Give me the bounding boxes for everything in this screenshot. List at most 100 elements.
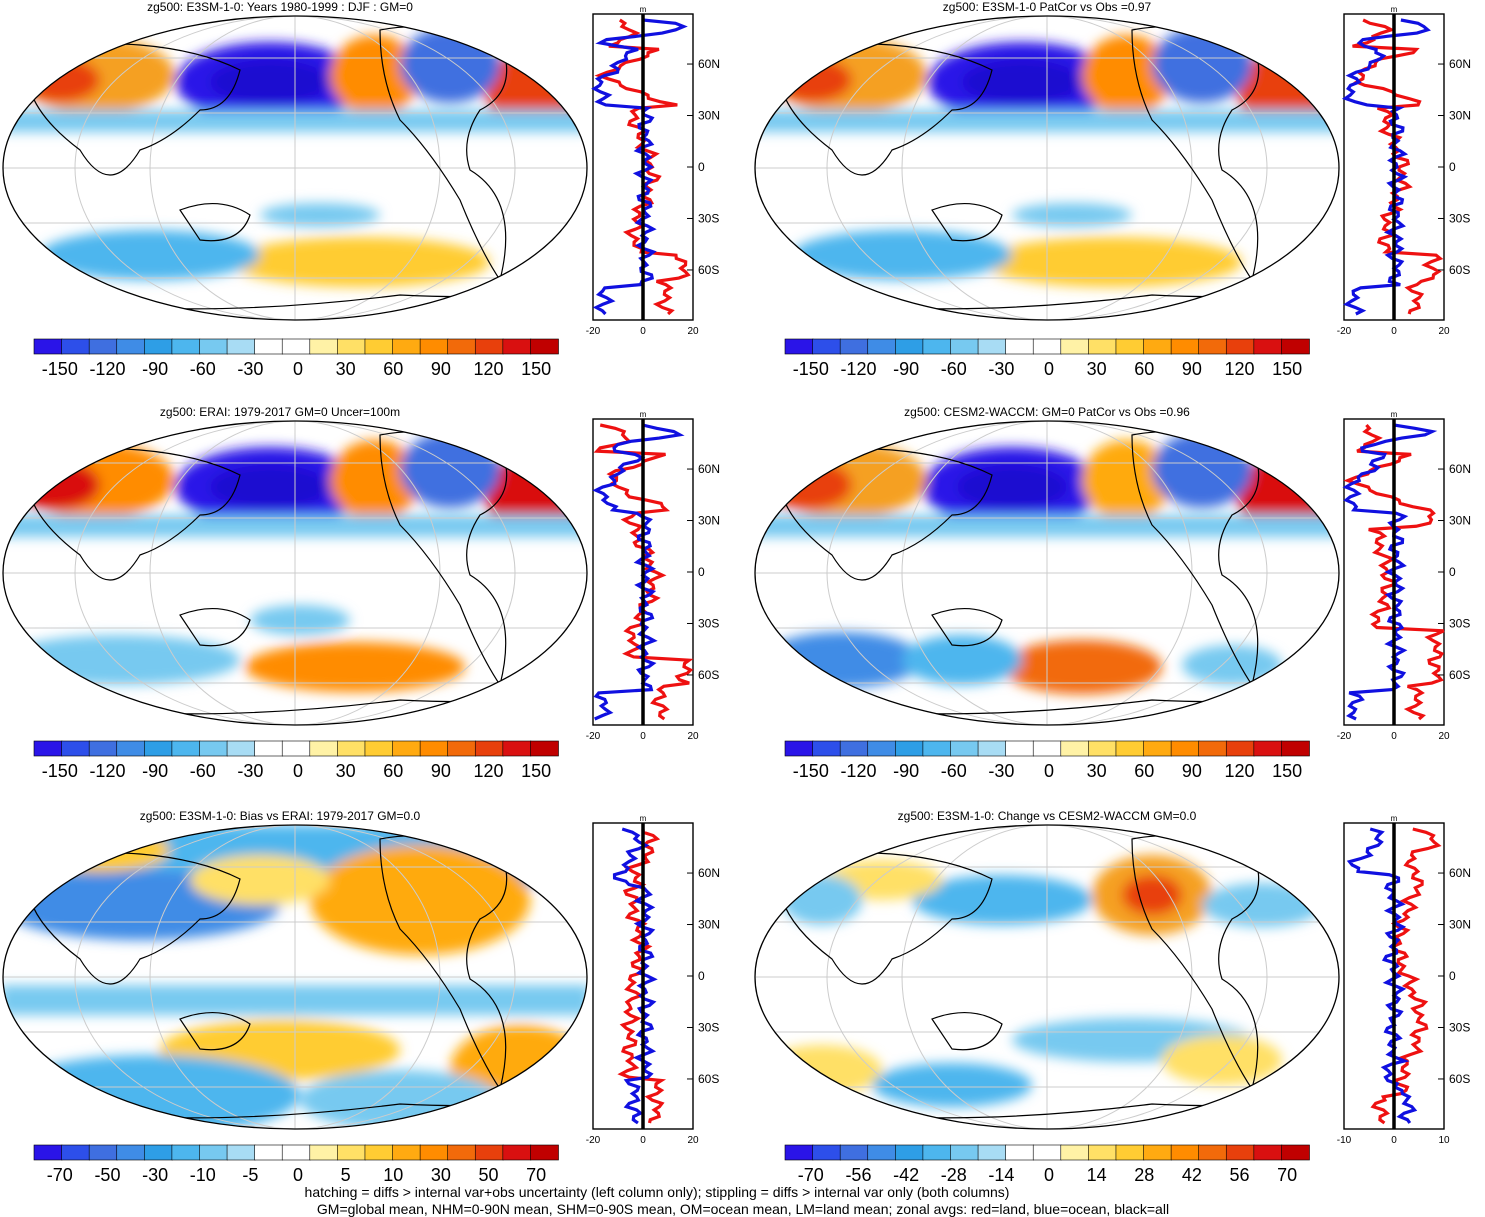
- zonal-lat-label: 30S: [698, 1020, 719, 1034]
- colorbar-tick-label: 30: [431, 1165, 451, 1185]
- colorbar-tick-label: 90: [1182, 359, 1202, 379]
- zonal-lat-label: 0: [1449, 969, 1456, 983]
- colorbar-tick-label: -14: [988, 1165, 1014, 1185]
- colorbar-swatch: [364, 740, 394, 757]
- zonal-lat-label: 60N: [698, 462, 720, 476]
- colorbar-tick-label: -150: [42, 761, 78, 781]
- colorbar-tick-label: 70: [1277, 1165, 1297, 1185]
- colorbar-swatch: [254, 1144, 284, 1161]
- colorbar-swatch: [867, 338, 897, 355]
- zonal-tick-label: 0: [1391, 1135, 1397, 1146]
- colorbar-swatch: [309, 1144, 339, 1161]
- zonal-tick-label: 20: [687, 731, 699, 742]
- colorbar-tick-label: -60: [190, 359, 216, 379]
- colorbar-swatch: [530, 1144, 559, 1161]
- colorbar-swatch: [1170, 1144, 1200, 1161]
- colorbar-tick-label: -120: [89, 359, 125, 379]
- colorbar-tick-label: -60: [190, 761, 216, 781]
- panel-title: zg500: E3SM-1-0: Change vs CESM2-WACCM G…: [898, 809, 1197, 823]
- colorbar-swatch: [530, 338, 559, 355]
- colorbar-tick-label: -150: [42, 359, 78, 379]
- colorbar-tick-label: 30: [1087, 761, 1107, 781]
- panel-2: zg500: E3SM-1-0 PatCor vs Obs =0.97: [754, 0, 1340, 321]
- colorbar: -70 -50 -30 -10 -5 0 5 10 30 50 70: [33, 1144, 559, 1185]
- zonal-ocean-line: [1346, 827, 1418, 1124]
- colorbar-tick-label: 30: [336, 359, 356, 379]
- panel-1: zg500: E3SM-1-0: Years 1980-1999 : DJF :…: [2, 0, 588, 321]
- colorbar-tick-label: -90: [893, 359, 919, 379]
- zonal-lat-label: 0: [1449, 160, 1456, 174]
- colorbar-swatch: [474, 1144, 504, 1161]
- colorbar-tick-label: 28: [1134, 1165, 1154, 1185]
- colorbar-tick-label: -120: [89, 761, 125, 781]
- colorbar-swatch: [281, 338, 311, 355]
- colorbar: -150 -120 -90 -60 -30 0 30 60 90 120 150: [784, 740, 1310, 781]
- colorbar: -150 -120 -90 -60 -30 0 30 60 90 120 150: [33, 338, 559, 379]
- zonal-lat-label: 30N: [698, 109, 720, 123]
- zonal-lat-label: 30S: [1449, 616, 1470, 630]
- colorbar-tick-label: 30: [1087, 359, 1107, 379]
- colorbar-swatch: [226, 1144, 256, 1161]
- zonal-lat-label: 60N: [1449, 462, 1471, 476]
- map: [2, 15, 588, 321]
- colorbar-swatch: [364, 1144, 394, 1161]
- colorbar-swatch: [812, 338, 841, 355]
- colorbar-swatch: [171, 338, 201, 355]
- colorbar-tick-label: 150: [1272, 359, 1302, 379]
- colorbar-swatch: [419, 740, 449, 757]
- colorbar-swatch: [895, 338, 924, 355]
- colorbar-swatch: [1225, 1144, 1255, 1161]
- anomaly-south-indian-low: [40, 230, 260, 280]
- colorbar-swatch: [61, 338, 90, 355]
- map-border: [2, 15, 588, 321]
- colorbar-tick-label: 150: [521, 761, 551, 781]
- colorbar-swatch: [1115, 740, 1145, 757]
- zonal-ocean-line: [1341, 18, 1431, 316]
- colorbar-swatch: [1088, 1144, 1117, 1161]
- colorbar-tick-label: -28: [941, 1165, 967, 1185]
- colorbar-swatch: [1143, 338, 1172, 355]
- colorbar-tick-label: -42: [893, 1165, 919, 1185]
- colorbar-swatch: [171, 740, 201, 757]
- zonal-tick-label: 0: [640, 326, 646, 337]
- colorbar-tick-label: 90: [431, 359, 451, 379]
- colorbar-swatch: [1170, 740, 1200, 757]
- colorbar-swatch: [199, 338, 228, 355]
- colorbar-tick-label: 0: [1044, 359, 1054, 379]
- zonal-land-line: [617, 828, 667, 1124]
- colorbar-swatch: [1088, 740, 1117, 757]
- colorbar-tick-label: 0: [293, 1165, 303, 1185]
- colorbar-swatch: [1032, 740, 1062, 757]
- anomaly-south-pacific-high: [230, 237, 490, 287]
- colorbar-swatch: [392, 740, 421, 757]
- zonal-tick-label: -10: [1337, 1135, 1352, 1146]
- colorbar-swatch: [1225, 338, 1255, 355]
- colorbar-swatch: [784, 740, 814, 757]
- zonal-average-panel: m -10 0 10 60N 30N 0 30S 60S: [1337, 814, 1471, 1146]
- colorbar-swatch: [1143, 1144, 1172, 1161]
- zonal-tick-label: -20: [1337, 326, 1352, 337]
- colorbar-tick-label: -120: [840, 359, 876, 379]
- colorbar-tick-label: 120: [474, 359, 504, 379]
- colorbar-tick-label: -30: [237, 761, 263, 781]
- colorbar-tick-label: -30: [988, 359, 1014, 379]
- zonal-lat-label: 60S: [698, 263, 719, 277]
- zonal-units-label: m: [640, 410, 647, 419]
- zonal-units-label: m: [640, 5, 647, 14]
- colorbar-tick-label: 14: [1087, 1165, 1107, 1185]
- colorbar-swatch: [922, 338, 952, 355]
- colorbar-swatch: [1198, 740, 1228, 757]
- colorbar-tick-label: 60: [383, 359, 403, 379]
- colorbar-swatch: [1060, 338, 1090, 355]
- colorbar-swatch: [281, 1144, 311, 1161]
- colorbar-swatch: [1170, 338, 1200, 355]
- anomaly-europe-high-core: [20, 58, 100, 102]
- colorbar-swatch: [839, 740, 869, 757]
- colorbar-swatch: [950, 338, 979, 355]
- colorbar-tick-label: -70: [798, 1165, 824, 1185]
- colorbar-swatch: [1060, 740, 1090, 757]
- colorbar-tick-label: 90: [1182, 761, 1202, 781]
- colorbar-swatch: [922, 1144, 952, 1161]
- zonal-tick-label: -20: [1337, 731, 1352, 742]
- colorbar-tick-label: 0: [1044, 761, 1054, 781]
